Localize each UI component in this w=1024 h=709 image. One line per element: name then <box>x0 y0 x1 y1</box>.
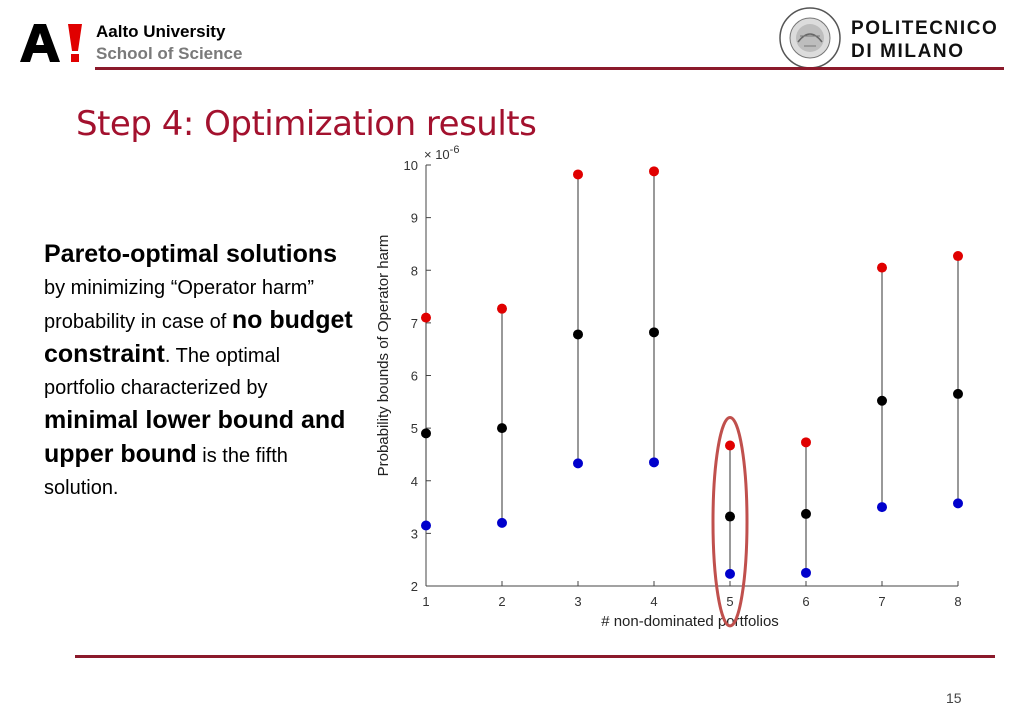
mean-point <box>801 508 811 519</box>
upper-bound-point <box>877 262 887 273</box>
body-segment: . The optimal portfolio characterized by <box>44 345 281 399</box>
slide-body-text: Pareto-optimal solutions by minimizing “… <box>44 238 354 504</box>
aalto-university-name: Aalto University <box>96 22 226 41</box>
body-emphasis: minimal lower bound and upper bound <box>44 406 346 468</box>
lower-bound-point <box>877 502 887 513</box>
exponent-base: × 10 <box>424 147 450 162</box>
y-tick-label: 9 <box>411 211 418 226</box>
x-axis-label: # non-dominated portfolios <box>601 613 779 630</box>
footer-divider <box>75 655 995 658</box>
upper-bound-point <box>725 440 735 451</box>
exponent-power: -6 <box>450 144 460 156</box>
header-divider <box>95 67 1004 70</box>
aalto-school-name: School of Science <box>96 44 243 63</box>
upper-bound-point <box>573 169 583 180</box>
mean-point <box>573 329 583 340</box>
polimi-name-line1: POLITECNICO <box>851 18 999 39</box>
lower-bound-point <box>573 458 583 469</box>
y-axis-label: Probability bounds of Operator harm <box>375 235 392 477</box>
mean-point <box>649 327 659 338</box>
y-tick-label: 2 <box>411 579 418 594</box>
lower-bound-point <box>953 498 963 509</box>
polimi-name-line2: DI MILANO <box>851 41 965 62</box>
y-tick-label: 5 <box>411 421 418 436</box>
x-tick-label: 4 <box>650 594 657 609</box>
upper-bound-point <box>649 166 659 177</box>
page-number: 15 <box>946 690 962 706</box>
upper-bound-point <box>421 312 431 323</box>
y-tick-label: 3 <box>411 526 418 541</box>
polimi-seal <box>779 7 841 69</box>
mean-point <box>725 511 735 522</box>
x-tick-label: 6 <box>802 594 809 609</box>
lower-bound-point <box>421 520 431 531</box>
x-tick-label: 3 <box>574 594 581 609</box>
y-tick-label: 10 <box>404 158 418 173</box>
lower-bound-point <box>497 517 507 528</box>
lower-bound-point <box>801 567 811 578</box>
y-axis-exponent: × 10-6 <box>424 144 459 162</box>
x-tick-label: 5 <box>726 594 733 609</box>
aalto-logo <box>20 24 82 62</box>
lower-bound-point <box>649 457 659 468</box>
slide-title: Step 4: Optimization results <box>76 104 537 144</box>
optimal-solution-highlight <box>711 415 749 628</box>
x-tick-label: 7 <box>878 594 885 609</box>
body-emphasis: no budget constraint <box>44 306 353 368</box>
body-segment: is the fifth solution. <box>44 445 288 499</box>
mean-point <box>497 423 507 434</box>
upper-bound-point <box>801 437 811 448</box>
body-emphasis: Pareto-optimal solutions <box>44 240 338 268</box>
x-tick-label: 8 <box>954 594 961 609</box>
y-tick-label: 6 <box>411 369 418 384</box>
mean-point <box>953 388 963 399</box>
y-tick-label: 7 <box>411 316 418 331</box>
x-tick-label: 1 <box>422 594 429 609</box>
mean-point <box>421 428 431 439</box>
x-tick-label: 2 <box>498 594 505 609</box>
y-tick-label: 4 <box>411 474 418 489</box>
lower-bound-point <box>725 568 735 579</box>
upper-bound-point <box>497 303 507 314</box>
mean-point <box>877 395 887 406</box>
body-segment: by minimizing “Operator harm” probabilit… <box>44 277 315 333</box>
y-tick-label: 8 <box>411 263 418 278</box>
upper-bound-point <box>953 251 963 262</box>
